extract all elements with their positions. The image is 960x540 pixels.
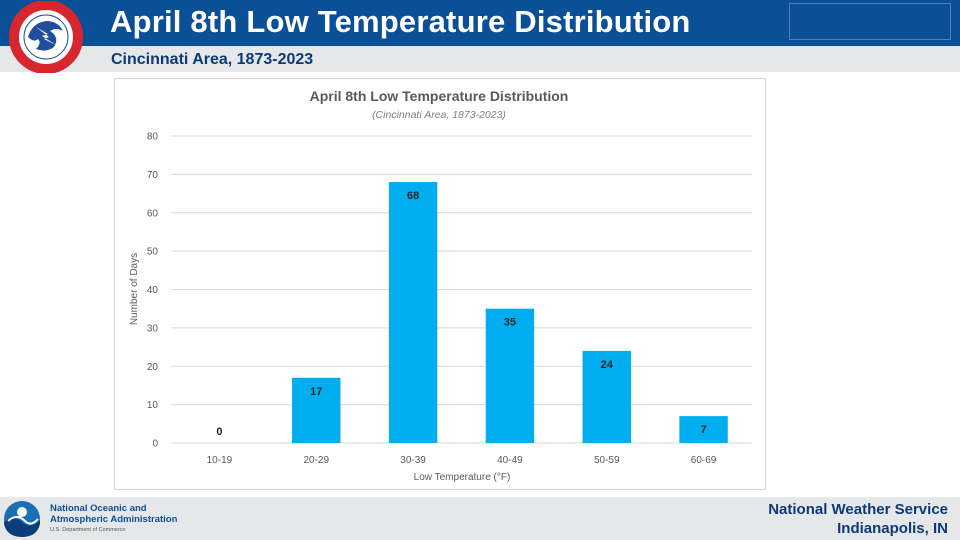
data-label: 17	[310, 386, 322, 398]
data-label: 7	[701, 424, 707, 436]
x-tick-label: 50-59	[594, 455, 620, 466]
x-tick-label: 10-19	[207, 455, 233, 466]
y-tick-label: 30	[147, 323, 159, 334]
y-tick-label: 0	[152, 439, 158, 450]
y-axis-ticks: 0 10 20 30 40 50 60 70 80	[147, 132, 159, 450]
noaa-name: National Oceanic and Atmospheric Adminis…	[50, 503, 177, 525]
chart-title: April 8th Low Temperature Distribution	[310, 88, 569, 104]
x-tick-label: 40-49	[497, 455, 523, 466]
data-labels: 0 17 68 35 24 7	[216, 190, 706, 438]
bar-60-69	[679, 416, 728, 443]
bar-chart: April 8th Low Temperature Distribution (…	[129, 88, 752, 483]
footer-bar	[0, 497, 960, 540]
y-axis-label: Number of Days	[129, 253, 140, 325]
data-label: 68	[407, 190, 419, 202]
bar-40-49	[485, 308, 535, 443]
chart-frame	[114, 78, 766, 490]
x-axis-ticks: 10-19 20-29 30-39 40-49 50-59 60-69	[207, 455, 717, 466]
noaa-logo-icon	[4, 501, 40, 537]
header-bar	[0, 0, 960, 46]
data-label: 35	[504, 317, 516, 329]
y-tick-label: 50	[147, 247, 159, 258]
bars	[292, 182, 728, 444]
y-tick-label: 20	[147, 362, 159, 373]
y-tick-label: 40	[147, 285, 159, 296]
x-tick-label: 30-39	[400, 455, 426, 466]
data-label: 0	[216, 426, 222, 438]
x-axis-label: Low Temperature (°F)	[414, 472, 511, 483]
header-placeholder-box	[789, 3, 951, 40]
noaa-name-line1: National Oceanic and	[50, 503, 147, 514]
data-label: 24	[601, 359, 614, 371]
y-tick-label: 60	[147, 208, 159, 219]
subheader-bar	[0, 46, 960, 72]
page-title: April 8th Low Temperature Distribution	[110, 4, 691, 39]
noaa-department: U.S. Department of Commerce	[50, 527, 126, 533]
page-subtitle: Cincinnati Area, 1873-2023	[111, 51, 314, 68]
chart-subtitle: (Cincinnati Area, 1873-2023)	[372, 109, 506, 121]
office-name: National Weather Service	[768, 501, 948, 518]
bar-20-29	[292, 377, 341, 443]
office-credit: National Weather Service Indianapolis, I…	[768, 500, 948, 538]
y-tick-label: 80	[147, 132, 159, 143]
gridlines	[171, 135, 752, 444]
x-tick-label: 60-69	[691, 455, 717, 466]
x-tick-label: 20-29	[303, 455, 329, 466]
office-location: Indianapolis, IN	[837, 520, 948, 537]
noaa-name-line2: Atmospheric Administration	[50, 514, 178, 525]
nws-logo-icon	[9, 1, 83, 73]
bar-30-39	[388, 182, 438, 444]
bar-50-59	[582, 350, 631, 443]
y-tick-label: 10	[147, 400, 159, 411]
y-tick-label: 70	[147, 170, 159, 181]
